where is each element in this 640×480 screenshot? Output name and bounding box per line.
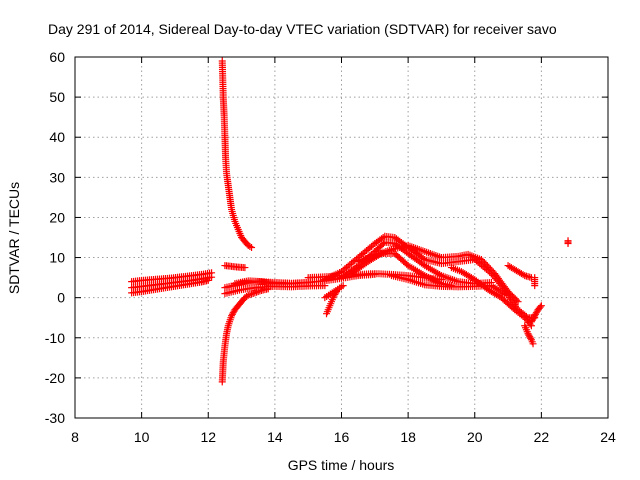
series-short-segment-12 (221, 262, 249, 272)
data-point (513, 296, 521, 304)
data-point (525, 331, 533, 339)
y-tick-label: 30 (49, 169, 65, 185)
series-tail-up (527, 302, 545, 326)
data-point (527, 318, 535, 326)
data-point (531, 274, 539, 282)
data-point (244, 291, 252, 299)
series-tail-drop (521, 322, 537, 348)
data-point (524, 330, 532, 338)
x-tick-label: 8 (71, 429, 79, 445)
series-spike-down (218, 285, 272, 386)
y-tick-label: 10 (49, 250, 65, 266)
x-tick-label: 22 (534, 429, 550, 445)
data-point (530, 313, 538, 321)
series-right-vertical (531, 274, 539, 290)
y-tick-labels: -30 -20 -10 0 10 20 30 40 50 60 (45, 49, 65, 426)
x-tick-label: 14 (267, 429, 283, 445)
x-tick-label: 10 (134, 429, 150, 445)
data-point (537, 302, 545, 310)
y-tick-label: 40 (49, 129, 65, 145)
data-point (532, 309, 540, 317)
x-tick-labels: 8 10 12 14 16 18 20 22 24 (71, 429, 616, 445)
data-point (536, 303, 544, 311)
data-point (529, 340, 537, 348)
series-tail-right (504, 262, 535, 282)
data-point (514, 298, 522, 306)
data-point (249, 289, 257, 297)
series-isolated-22-8 (564, 237, 572, 248)
series-middle-band-top (231, 277, 312, 288)
y-tick-label: 0 (57, 290, 65, 306)
data-point (248, 244, 256, 252)
x-tick-label: 16 (334, 429, 350, 445)
data-point (321, 282, 329, 290)
series-isolated-15-5 (321, 282, 347, 302)
data-point (246, 243, 254, 251)
series-band-left-upper (128, 269, 216, 286)
chart-title: Day 291 of 2014, Sidereal Day-to-day VTE… (48, 21, 557, 37)
data-point (329, 294, 337, 302)
y-axis-title: SDTVAR / TECUs (6, 182, 22, 294)
data-point (228, 312, 236, 320)
y-tick-label: 20 (49, 209, 65, 225)
grid-lines (75, 57, 608, 418)
data-point (531, 312, 539, 320)
x-axis-title: GPS time / hours (288, 457, 395, 473)
data-point (479, 257, 487, 265)
data-points (128, 57, 572, 386)
data-point (379, 234, 387, 241)
x-tick-label: 20 (467, 429, 483, 445)
data-point (480, 259, 488, 267)
data-point (483, 262, 491, 270)
data-point (532, 310, 540, 318)
data-point (485, 263, 493, 271)
data-point (482, 260, 490, 268)
x-tick-label: 12 (200, 429, 216, 445)
data-point (251, 289, 259, 297)
data-point (437, 276, 445, 284)
data-point (248, 290, 256, 298)
data-point (208, 273, 216, 281)
data-point (528, 316, 536, 324)
data-point (228, 310, 236, 318)
data-point (229, 309, 237, 317)
data-point (241, 264, 249, 272)
data-point (419, 254, 427, 262)
series-band-left-low (128, 276, 212, 297)
data-point (529, 315, 537, 323)
data-point (477, 256, 485, 264)
series-long-arc (354, 242, 522, 306)
data-point (526, 333, 534, 341)
data-point (488, 266, 496, 274)
plot-frame (74, 56, 609, 419)
data-point (419, 260, 427, 268)
data-point (522, 312, 530, 320)
series-flat-band (304, 270, 445, 284)
y-tick-label: 50 (49, 89, 65, 105)
x-tick-label: 18 (400, 429, 416, 445)
data-point (486, 265, 494, 273)
data-point (564, 237, 572, 245)
data-point (527, 334, 535, 342)
data-point (204, 276, 212, 284)
series-spike-up (218, 57, 256, 252)
y-tick-label: -30 (45, 410, 65, 426)
y-tick-label: 60 (49, 49, 65, 65)
data-point (519, 271, 527, 279)
y-tick-label: -10 (45, 330, 65, 346)
data-point (339, 282, 347, 290)
y-tick-label: -20 (45, 370, 65, 386)
data-point (246, 291, 254, 299)
data-point (379, 240, 387, 248)
x-tick-label: 24 (600, 429, 616, 445)
